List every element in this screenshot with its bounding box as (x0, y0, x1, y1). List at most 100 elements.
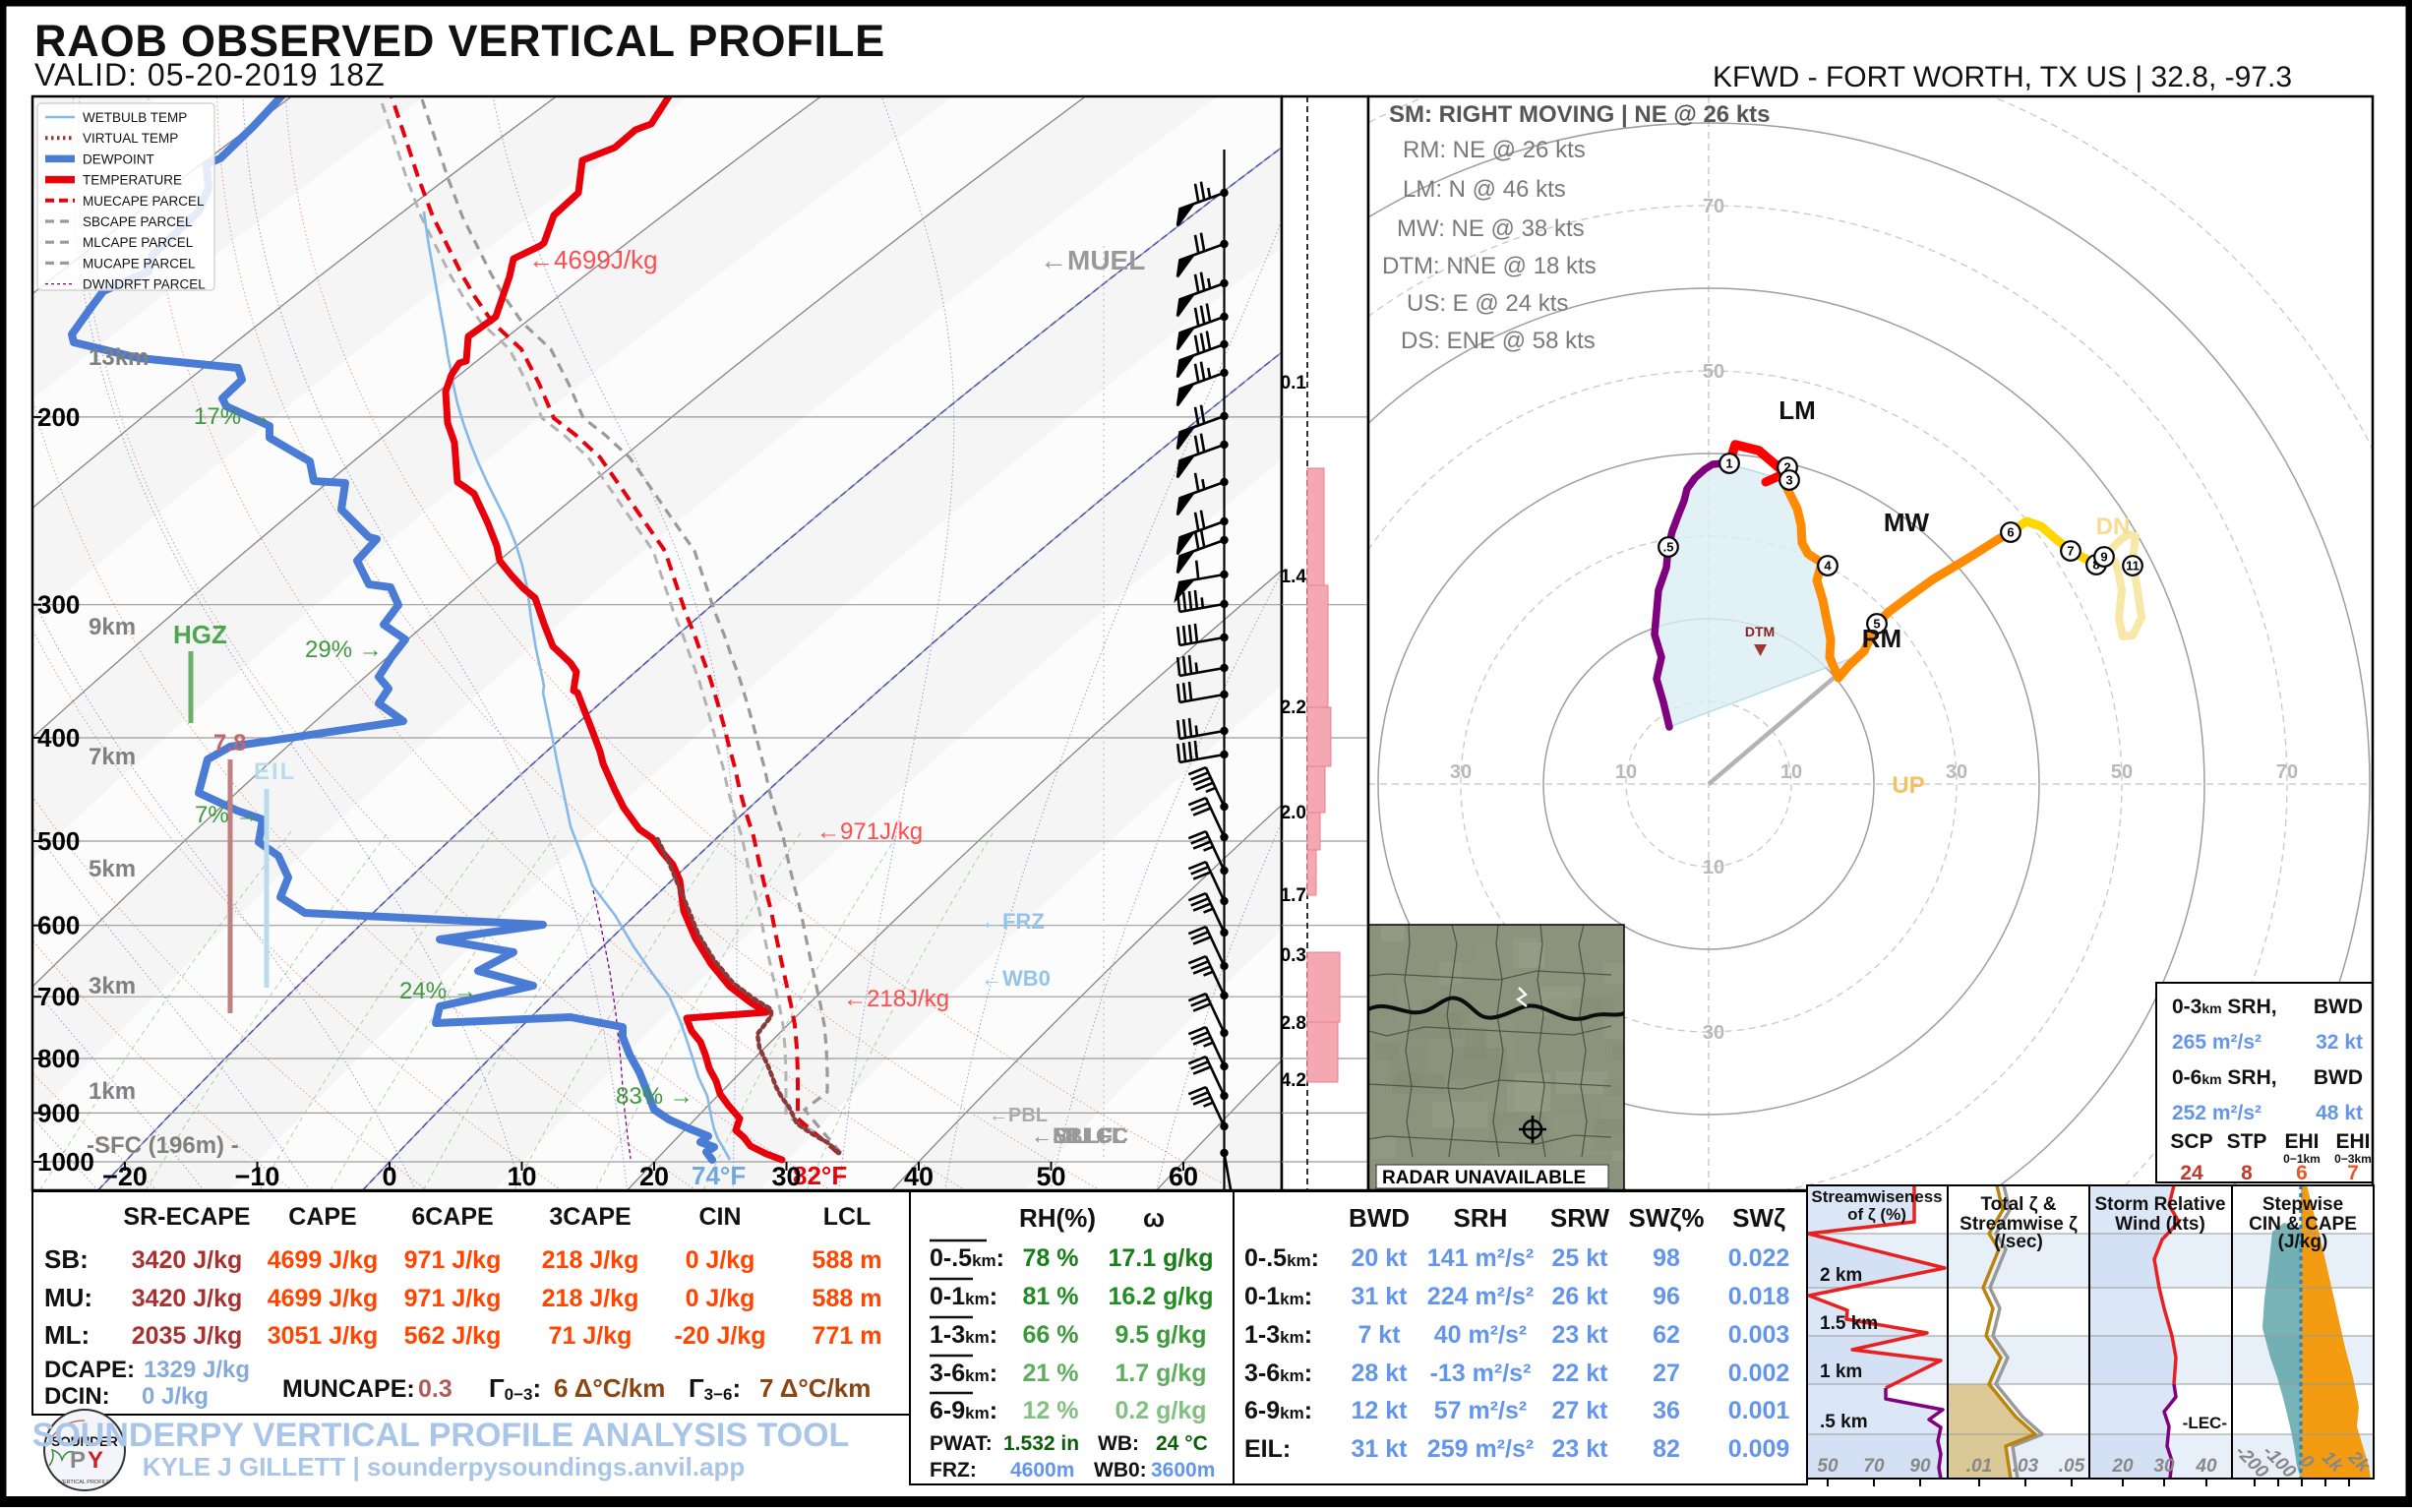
svg-text:20 kt: 20 kt (1352, 1244, 1409, 1272)
svg-text:←218J/kg: ←218J/kg (843, 986, 949, 1012)
svg-text:MW: NE @ 38 kts: MW: NE @ 38 kts (1397, 215, 1585, 242)
svg-text:WB:: WB: (1098, 1432, 1139, 1455)
svg-text:12 %: 12 % (1023, 1397, 1079, 1424)
svg-text:CIN: CIN (698, 1203, 741, 1231)
svg-text:13km: 13km (89, 344, 149, 371)
svg-text:2035 J/kg: 2035 J/kg (132, 1322, 243, 1350)
svg-text:SB:: SB: (44, 1244, 89, 1274)
svg-text:3600m: 3600m (1151, 1459, 1215, 1482)
svg-text:83% →: 83% → (616, 1083, 693, 1110)
svg-text:1km: 1km (89, 1078, 136, 1105)
svg-text:MU:: MU: (44, 1283, 92, 1312)
svg-text:23 kt: 23 kt (1552, 1435, 1609, 1463)
svg-text:EIL: EIL (254, 758, 296, 785)
svg-text:3km: 3km (89, 973, 136, 999)
svg-text:−10: −10 (235, 1162, 280, 1191)
svg-text:0-6km SRH,: 0-6km SRH, (2172, 1066, 2277, 1089)
svg-text:50: 50 (2111, 761, 2133, 783)
svg-text:MUCAPE PARCEL: MUCAPE PARCEL (83, 256, 196, 271)
svg-text:-20 J/kg: -20 J/kg (674, 1322, 765, 1350)
svg-text:4: 4 (1824, 559, 1832, 574)
svg-text:700: 700 (37, 982, 80, 1011)
svg-text:66 %: 66 % (1023, 1321, 1079, 1349)
svg-text:MUECAPE PARCEL: MUECAPE PARCEL (83, 194, 205, 209)
svg-text:0.002: 0.002 (1728, 1360, 1790, 1387)
svg-text:6: 6 (2007, 525, 2014, 540)
svg-text:FRZ:: FRZ: (930, 1459, 977, 1482)
svg-text:STP: STP (2227, 1130, 2267, 1153)
svg-text:90: 90 (1909, 1456, 1931, 1477)
svg-text:96: 96 (1653, 1283, 1680, 1310)
svg-text:71 J/kg: 71 J/kg (549, 1322, 633, 1350)
svg-text:HGZ: HGZ (173, 620, 227, 649)
svg-text:3CAPE: 3CAPE (549, 1203, 631, 1231)
svg-text:0−1km: 0−1km (2283, 1152, 2321, 1166)
svg-text:971 J/kg: 971 J/kg (404, 1246, 502, 1274)
svg-text:500: 500 (37, 826, 80, 856)
svg-text:60: 60 (1169, 1162, 1198, 1191)
svg-text:0.3: 0.3 (1281, 945, 1306, 966)
svg-text:22 kt: 22 kt (1552, 1360, 1609, 1387)
svg-text:EHI: EHI (2335, 1130, 2370, 1153)
svg-text:771 m: 771 m (813, 1322, 882, 1350)
svg-text:VERTICAL PROFILE: VERTICAL PROFILE (59, 1480, 110, 1485)
svg-text:0−3km: 0−3km (2334, 1152, 2372, 1166)
svg-text:24: 24 (2180, 1162, 2203, 1184)
svg-text:3: 3 (1785, 473, 1792, 488)
svg-text:900: 900 (37, 1098, 80, 1127)
svg-text:SRH: SRH (1454, 1203, 1508, 1233)
svg-text:7: 7 (2347, 1162, 2359, 1184)
svg-text:1.5 km: 1.5 km (1820, 1313, 1878, 1334)
svg-text:2.0: 2.0 (1281, 803, 1306, 823)
svg-text:SWζ: SWζ (1732, 1203, 1785, 1233)
svg-text:0.2 g/kg: 0.2 g/kg (1115, 1397, 1206, 1424)
svg-text:10: 10 (1615, 761, 1637, 783)
svg-text:25 kt: 25 kt (1552, 1244, 1609, 1272)
svg-text:4600m: 4600m (1010, 1459, 1074, 1482)
svg-text:800: 800 (37, 1044, 80, 1073)
svg-text:CAPE: CAPE (288, 1203, 356, 1231)
svg-text:21 %: 21 % (1023, 1360, 1079, 1387)
svg-text:78 %: 78 % (1023, 1244, 1079, 1272)
svg-text:←MLLCL: ←MLLCL (1031, 1123, 1126, 1148)
svg-text:←WB0: ←WB0 (981, 966, 1051, 991)
svg-text:7.8: 7.8 (213, 730, 246, 756)
svg-text:DCIN:: DCIN: (44, 1383, 110, 1410)
svg-text:70: 70 (2276, 761, 2298, 783)
svg-text:ML:: ML: (44, 1320, 90, 1350)
svg-text:MLCAPE PARCEL: MLCAPE PARCEL (83, 235, 194, 250)
svg-text:0 J/kg: 0 J/kg (686, 1246, 755, 1274)
svg-text:20: 20 (2111, 1456, 2134, 1477)
svg-text:MW: MW (1884, 508, 1930, 537)
svg-text:←MUEL: ←MUEL (1040, 245, 1145, 275)
svg-text:50: 50 (1036, 1162, 1065, 1191)
svg-text:.05: .05 (2059, 1456, 2085, 1477)
svg-text:6 Δ°C/km: 6 Δ°C/km (554, 1373, 665, 1403)
svg-text:.03: .03 (2013, 1456, 2039, 1477)
svg-text:27: 27 (1653, 1360, 1680, 1387)
svg-text:7km: 7km (89, 744, 136, 770)
svg-text:LM: LM (1779, 395, 1816, 425)
svg-text:0.009: 0.009 (1728, 1435, 1790, 1463)
svg-text:MUNCAPE:: MUNCAPE: (282, 1375, 415, 1403)
svg-text:31 kt: 31 kt (1352, 1435, 1409, 1463)
svg-text:30: 30 (1703, 1022, 1724, 1044)
svg-text:LCL: LCL (823, 1203, 872, 1231)
svg-text:259 m²/s²: 259 m²/s² (1427, 1435, 1534, 1463)
svg-text:70: 70 (1863, 1456, 1885, 1477)
svg-text:Streamwise ζ: Streamwise ζ (1960, 1214, 2078, 1235)
svg-text:3420 J/kg: 3420 J/kg (132, 1246, 243, 1274)
svg-text:DWNDRFT PARCEL: DWNDRFT PARCEL (83, 277, 206, 292)
svg-text:DTM: DTM (1745, 624, 1775, 639)
svg-text:Storm Relative: Storm Relative (2094, 1194, 2225, 1215)
svg-text:RADAR UNAVAILABLE: RADAR UNAVAILABLE (1382, 1168, 1586, 1188)
svg-text:US: E @ 24 kts: US: E @ 24 kts (1407, 290, 1568, 317)
svg-text:0: 0 (382, 1162, 396, 1191)
svg-text:7: 7 (2067, 544, 2074, 559)
svg-text:EIL:: EIL: (1244, 1435, 1291, 1463)
svg-text:P: P (70, 1447, 86, 1474)
svg-text:1 km: 1 km (1820, 1361, 1862, 1382)
svg-text:31 kt: 31 kt (1352, 1283, 1409, 1310)
svg-text:DCAPE:: DCAPE: (44, 1357, 135, 1383)
svg-text:1000: 1000 (37, 1147, 94, 1177)
